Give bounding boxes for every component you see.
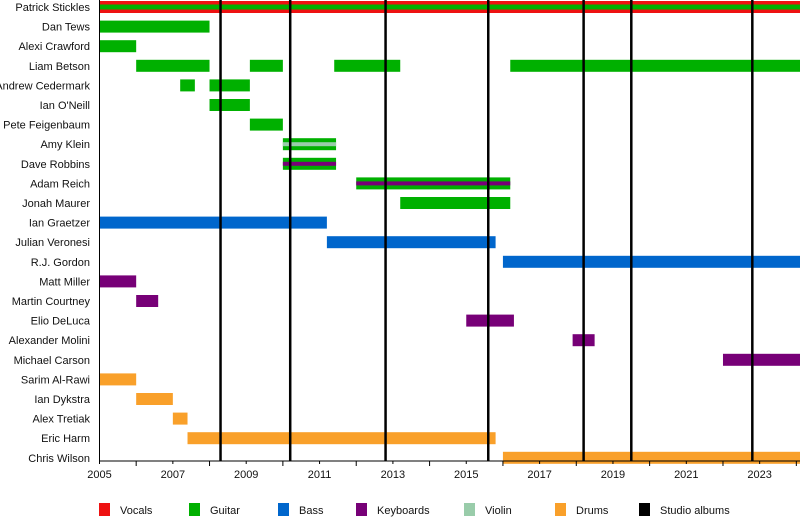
member-bar (187, 432, 496, 445)
x-tick-label: 2007 (161, 469, 185, 481)
member-bar (172, 412, 188, 425)
x-tick-label: 2021 (674, 469, 698, 481)
member-bar-secondary-role (282, 142, 337, 147)
member-bar (334, 59, 401, 72)
member-bar (249, 118, 283, 131)
member-bar (136, 59, 210, 72)
member-label: Patrick Stickles (15, 2, 90, 14)
x-tick-label: 2005 (87, 469, 111, 481)
legend-label: Studio albums (660, 505, 730, 517)
member-label: Liam Betson (29, 61, 90, 73)
member-bar (209, 79, 250, 92)
member-label: Ian O'Neill (40, 100, 90, 112)
legend-swatch (189, 503, 200, 516)
member-label: Matt Miller (39, 276, 90, 288)
member-bar (722, 353, 800, 366)
member-bar-secondary-role (356, 181, 511, 186)
member-bar-secondary-role (282, 161, 337, 166)
legend-swatch (639, 503, 650, 516)
member-label: Chris Wilson (28, 453, 90, 465)
member-label: Ian Graetzer (29, 218, 90, 230)
x-tick-label: 2009 (234, 469, 258, 481)
x-tick-label: 2023 (747, 469, 771, 481)
legend-swatch (464, 503, 475, 516)
x-tick-label: 2011 (308, 469, 332, 481)
member-bar (510, 59, 800, 72)
member-bar (99, 216, 327, 229)
member-label: Elio DeLuca (31, 316, 91, 328)
member-bar (400, 197, 511, 209)
legend-label: Bass (299, 505, 324, 517)
member-label: Ian Dykstra (34, 394, 91, 406)
member-label: Pete Feigenbaum (3, 120, 90, 132)
member-label: Eric Harm (41, 433, 90, 445)
legend-swatch (555, 503, 566, 516)
member-bar (99, 20, 210, 33)
legend-label: Keyboards (377, 505, 430, 517)
member-label: Adam Reich (30, 178, 90, 190)
legend-label: Drums (576, 505, 609, 517)
member-label: Dan Tews (42, 22, 91, 34)
member-bar (209, 99, 250, 111)
member-label: R.J. Gordon (31, 257, 90, 269)
member-bar (249, 59, 283, 72)
member-label: Dave Robbins (21, 159, 91, 171)
member-label: Alex Tretiak (33, 414, 91, 426)
member-label: Alexander Molini (9, 335, 90, 347)
member-label: Julian Veronesi (15, 237, 90, 249)
member-bar (136, 295, 159, 307)
legend-swatch (99, 503, 110, 516)
member-label: Jonah Maurer (22, 198, 90, 210)
member-bar (136, 393, 173, 405)
member-label: Martin Courtney (12, 296, 91, 308)
member-bar (326, 236, 496, 249)
member-bar (99, 373, 137, 386)
member-label: Michael Carson (14, 355, 90, 367)
member-label: Andrew Cedermark (0, 80, 90, 92)
member-bar (99, 40, 137, 53)
legend-label: Violin (485, 505, 512, 517)
member-label: Sarim Al-Rawi (21, 374, 90, 386)
x-tick-label: 2015 (454, 469, 478, 481)
x-tick-label: 2013 (381, 469, 405, 481)
x-tick-label: 2019 (601, 469, 625, 481)
member-bar (502, 451, 800, 464)
legend-label: Vocals (120, 505, 153, 517)
member-label: Alexi Crawford (18, 41, 90, 53)
legend-swatch (356, 503, 367, 516)
member-bar (466, 314, 514, 327)
legend-swatch (278, 503, 289, 516)
x-tick-label: 2017 (527, 469, 551, 481)
member-bar (180, 79, 195, 92)
member-bar-secondary-role (99, 4, 800, 10)
member-bar (99, 275, 137, 288)
member-bar (502, 255, 800, 268)
legend-label: Guitar (210, 505, 240, 517)
member-label: Amy Klein (40, 139, 90, 151)
